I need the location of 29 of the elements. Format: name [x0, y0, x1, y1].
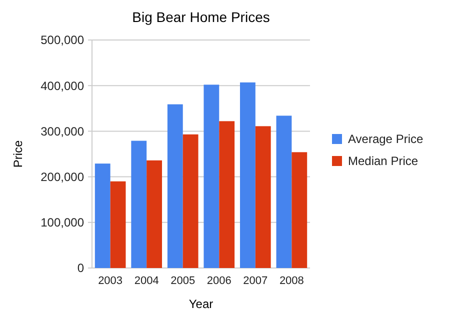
x-axis-title: Year — [188, 297, 214, 311]
legend-label: Median Price — [348, 154, 418, 168]
chart-title: Big Bear Home Prices — [132, 9, 270, 25]
bar — [110, 181, 126, 268]
x-tick-label: 2004 — [134, 275, 159, 287]
y-tick-label: 0 — [77, 261, 84, 276]
y-tick-label: 100,000 — [40, 216, 84, 230]
y-tick-label: 200,000 — [40, 170, 84, 184]
y-tick-label: 300,000 — [40, 124, 84, 138]
bar — [276, 116, 292, 268]
bar — [204, 84, 220, 268]
bar — [146, 160, 162, 268]
bar — [131, 140, 147, 268]
bar — [240, 82, 256, 268]
x-tick-label: 2008 — [279, 275, 304, 287]
bar — [94, 164, 110, 268]
bar — [219, 121, 235, 268]
x-tick-label: 2006 — [206, 275, 232, 287]
x-tick-label: 2005 — [170, 275, 196, 287]
legend-label: Average Price — [348, 132, 424, 146]
x-tick-label: 2003 — [98, 275, 123, 287]
bar — [167, 104, 183, 268]
y-axis-title: Price — [11, 140, 25, 168]
y-tick-label: 400,000 — [40, 78, 84, 93]
bar — [292, 152, 308, 268]
y-tick-label: 500,000 — [40, 33, 84, 48]
x-tick-label: 2007 — [243, 275, 268, 287]
bar — [255, 126, 271, 268]
bar — [182, 134, 198, 268]
